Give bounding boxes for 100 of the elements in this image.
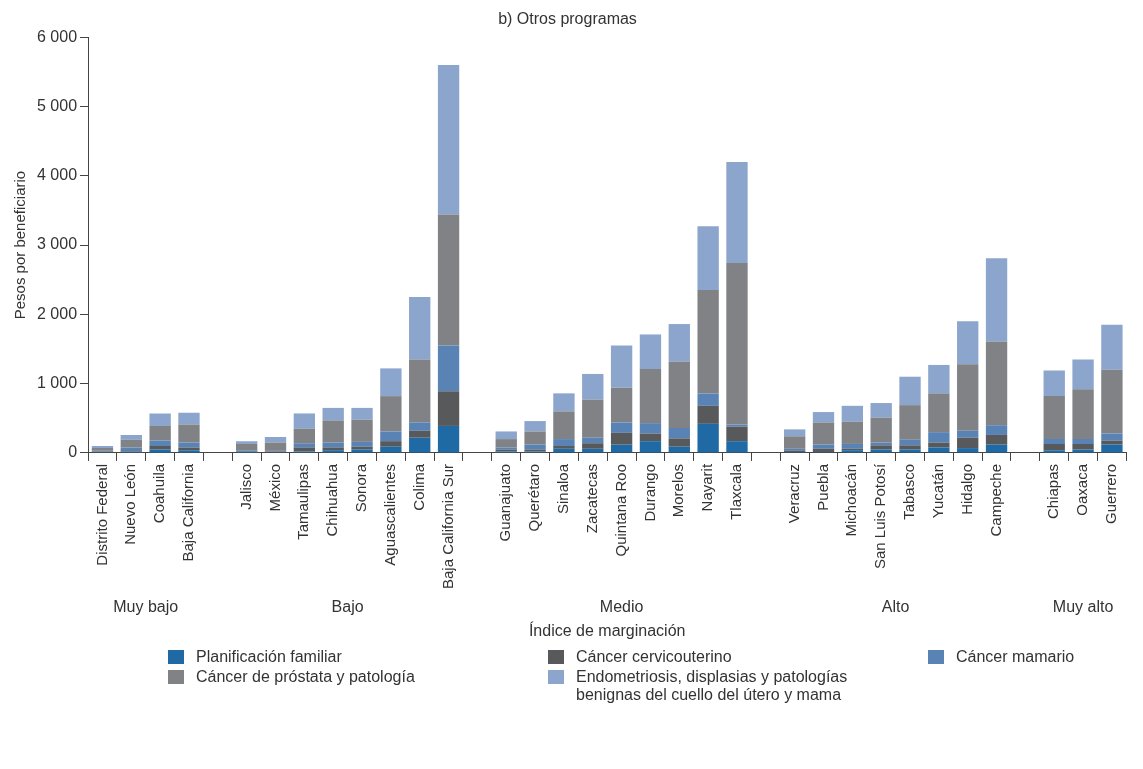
x-tick-label: Chihuahua <box>323 463 341 537</box>
bar <box>524 421 546 432</box>
x-tick-label: Nuevo León <box>121 463 139 545</box>
x-tick-label: Nayarit <box>698 463 716 512</box>
bar <box>726 161 748 264</box>
y-tick-label: 0 <box>68 443 78 461</box>
x-tick-label: Jalisco <box>236 463 254 510</box>
bar <box>409 430 431 438</box>
bar <box>610 422 633 433</box>
legend-label: Cáncer cervicouterino <box>576 648 732 666</box>
bar <box>928 364 950 394</box>
bar <box>437 345 460 392</box>
bar <box>437 214 460 346</box>
bar <box>1072 449 1094 453</box>
x-tick-label: Tlaxcala <box>727 463 745 520</box>
bar <box>639 441 662 453</box>
bar <box>726 263 748 425</box>
bar <box>1072 439 1094 444</box>
bar <box>1101 369 1123 434</box>
bar <box>1101 324 1123 370</box>
bar <box>437 425 460 453</box>
bar <box>1101 444 1123 453</box>
bar <box>668 324 690 362</box>
bar <box>610 387 633 423</box>
bar <box>899 449 921 453</box>
bar <box>553 446 575 449</box>
legend-label: Cáncer de próstata y patología <box>196 668 415 686</box>
bar <box>668 361 690 428</box>
bar <box>899 439 921 446</box>
x-tick-label: Coahuila <box>150 463 168 524</box>
bar <box>783 429 806 437</box>
bar <box>726 441 748 453</box>
bar <box>351 407 373 420</box>
bar <box>293 413 316 429</box>
bar <box>582 399 604 438</box>
x-tick-label: Zacatecas <box>582 463 600 534</box>
x-tick-label: Chiapas <box>1044 463 1062 519</box>
x-tick-label: Guerrero <box>1102 463 1120 524</box>
bar <box>322 420 344 443</box>
y-tick-label: 1 000 <box>36 374 78 392</box>
x-tick-label: Baja California Sur <box>438 463 456 589</box>
bar <box>639 334 662 370</box>
bar <box>322 407 344 421</box>
bar <box>120 434 142 440</box>
x-tick-label: Tamaulipas <box>294 463 312 540</box>
x-tick-label: Sinaloa <box>554 463 572 514</box>
bar <box>437 64 460 215</box>
y-tick-label: 6 000 <box>36 27 78 45</box>
y-tick-label: 3 000 <box>36 235 78 253</box>
bar <box>149 440 171 447</box>
bar <box>610 345 633 388</box>
y-tick-label: 2 000 <box>36 304 78 322</box>
bar <box>812 422 835 445</box>
x-tick-label: San Luis Potosí <box>871 463 889 570</box>
bar <box>1043 370 1065 397</box>
y-tick-label: 4 000 <box>36 166 78 184</box>
bar <box>870 417 892 443</box>
bar <box>783 436 806 449</box>
x-tick-label: Aguascalientes <box>381 463 399 566</box>
bar <box>1072 389 1094 440</box>
x-tick-label: Guanajuato <box>496 463 514 542</box>
bar <box>899 445 921 450</box>
bar <box>380 396 402 432</box>
bar <box>380 446 402 453</box>
bar <box>495 431 517 440</box>
bar <box>697 290 719 394</box>
x-tick-label: Yucatán <box>929 463 947 519</box>
chart-title: b) Otros programas <box>498 10 637 28</box>
bar <box>841 443 864 449</box>
x-tick-label: Colima <box>409 463 427 511</box>
bar <box>264 442 287 451</box>
bar <box>639 423 662 434</box>
bar <box>178 424 200 443</box>
bar <box>928 447 950 453</box>
bar <box>841 405 864 422</box>
bar <box>553 439 575 447</box>
bar <box>899 405 921 440</box>
bar <box>870 449 892 453</box>
bar <box>697 423 719 453</box>
bar <box>985 341 1008 426</box>
x-tick-label: Oaxaca <box>1073 463 1091 516</box>
text: Muy bajo <box>113 598 179 616</box>
bar <box>985 258 1008 342</box>
bar <box>236 441 258 444</box>
bar <box>726 424 748 427</box>
bar <box>957 437 979 449</box>
bar <box>380 368 402 397</box>
bar <box>409 359 431 423</box>
x-tick-label: Distrito Federal <box>92 463 110 566</box>
bar <box>697 226 719 291</box>
bar <box>697 405 719 424</box>
bar <box>293 428 316 444</box>
bar <box>639 433 662 442</box>
bar <box>437 391 460 426</box>
x-tick-label: México <box>265 463 283 512</box>
bar <box>553 411 575 440</box>
bar <box>120 439 142 448</box>
text: Alto <box>881 598 910 616</box>
bar <box>697 393 719 406</box>
bar <box>380 431 402 442</box>
